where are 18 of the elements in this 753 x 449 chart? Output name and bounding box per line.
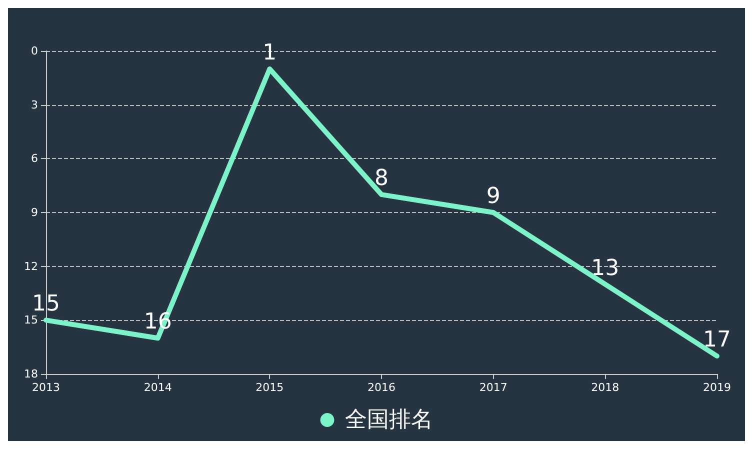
x-tick-label: 2017 <box>479 381 508 394</box>
y-tick-label: 12 <box>24 260 38 273</box>
x-tick-label: 2015 <box>256 381 284 394</box>
y-tick-label: 0 <box>31 44 38 58</box>
legend-label: 全国排名 <box>344 408 433 432</box>
data-label: 8 <box>374 166 388 192</box>
y-tick-label: 15 <box>24 314 38 327</box>
x-tick-label: 2013 <box>32 381 60 394</box>
y-tick-label: 9 <box>31 206 38 219</box>
data-label: 9 <box>486 184 500 209</box>
y-tick-label: 3 <box>31 98 38 112</box>
y-tick-label: 6 <box>31 152 38 166</box>
x-tick-label: 2018 <box>591 381 620 394</box>
x-tick-label: 2014 <box>144 381 172 394</box>
y-tick-label: 18 <box>24 368 38 380</box>
x-tick-label: 2019 <box>703 381 731 394</box>
x-tick-label: 2016 <box>368 381 396 394</box>
data-label: 17 <box>703 328 731 353</box>
